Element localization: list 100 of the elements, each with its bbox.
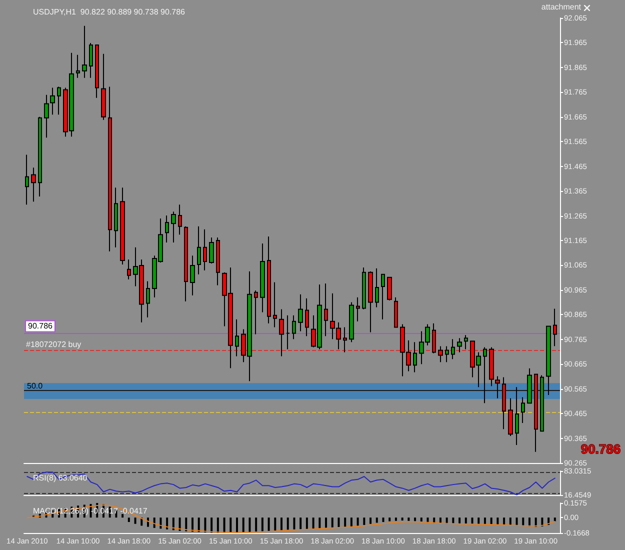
- candlestick: [349, 302, 354, 343]
- bar: [242, 518, 244, 532]
- bar: [134, 518, 136, 524]
- candlestick: [89, 42, 93, 78]
- bar: [471, 518, 474, 524]
- annotation: 50.0: [27, 382, 44, 391]
- bar: [318, 518, 321, 528]
- candlestick: [25, 154, 29, 206]
- line-series: [26, 504, 556, 534]
- bar: [464, 518, 467, 524]
- candlestick: [362, 266, 366, 310]
- bar: [554, 518, 556, 522]
- candlestick: [82, 25, 87, 78]
- candlestick: [171, 211, 176, 243]
- candlestick: [305, 298, 309, 337]
- bar: [274, 518, 276, 531]
- bar: [376, 518, 378, 523]
- bar: [306, 518, 308, 530]
- candlestick: [343, 326, 347, 353]
- bar: [300, 518, 302, 530]
- bar: [484, 518, 486, 524]
- candlestick: [267, 236, 271, 324]
- candlestick: [260, 242, 265, 313]
- candlestick: [216, 237, 220, 286]
- candlestick: [165, 215, 169, 243]
- candlestick: [546, 326, 551, 396]
- candlestick: [279, 308, 284, 357]
- candlestick: [451, 338, 455, 360]
- candlestick: [534, 374, 538, 452]
- candlestick: [483, 346, 487, 404]
- bar: [490, 518, 492, 525]
- candlestick: [114, 187, 118, 248]
- bar: [223, 518, 226, 533]
- bar: [191, 518, 194, 532]
- candlestick: [502, 376, 506, 430]
- bar: [160, 518, 162, 529]
- bar: [153, 518, 156, 528]
- bar: [261, 518, 264, 532]
- candlestick: [375, 268, 379, 308]
- bar: [236, 518, 238, 533]
- bar: [344, 518, 346, 527]
- candlestick: [540, 374, 544, 432]
- candlestick: [413, 342, 417, 373]
- candlestick: [57, 86, 61, 116]
- candlestick: [286, 314, 290, 350]
- bar: [516, 518, 518, 526]
- candlestick: [508, 398, 513, 437]
- candlestick: [273, 282, 277, 328]
- bar: [178, 518, 181, 531]
- candlestick: [457, 338, 462, 353]
- bar: [204, 518, 206, 532]
- candlestick: [120, 187, 125, 265]
- bar: [198, 518, 200, 532]
- bar: [356, 518, 359, 526]
- candlestick: [527, 368, 532, 404]
- bar: [325, 518, 328, 528]
- candlestick: [368, 270, 373, 333]
- candlestick: [515, 386, 519, 446]
- candlestick: [356, 296, 360, 322]
- ref-line-label: #18072072 buy: [26, 340, 82, 350]
- candlestick: [101, 53, 106, 120]
- candlestick: [95, 44, 99, 98]
- chart-title: RSI(8) 63.0640: [33, 474, 88, 482]
- bar: [312, 518, 314, 529]
- candlestick: [31, 167, 36, 202]
- candlestick: [495, 376, 500, 399]
- candlestick: [209, 237, 214, 264]
- text: 90.786: [580, 442, 621, 457]
- bar: [382, 518, 384, 522]
- candlestick: [127, 259, 131, 280]
- candlestick: [44, 94, 49, 138]
- bar: [128, 518, 130, 522]
- bar: [496, 518, 499, 525]
- candlestick: [254, 290, 258, 335]
- bar: [338, 518, 340, 528]
- candlestick: [394, 296, 398, 328]
- bar: [255, 518, 258, 532]
- candlestick: [108, 86, 112, 252]
- candlestick: [553, 308, 557, 347]
- bar: [401, 518, 404, 521]
- bar: [216, 518, 219, 533]
- bar: [370, 518, 372, 524]
- candlestick: [292, 314, 296, 340]
- bar: [363, 518, 366, 525]
- candlestick: [38, 116, 42, 197]
- candlestick: [387, 276, 392, 301]
- bar: [268, 518, 270, 531]
- bar: [210, 518, 213, 533]
- text: attachment: [541, 2, 582, 12]
- bar: [394, 518, 397, 521]
- candlestick: [76, 54, 80, 78]
- candlestick: [50, 87, 55, 116]
- bar: [166, 518, 168, 530]
- candlestick: [203, 228, 207, 271]
- bar: [172, 518, 174, 530]
- candlestick: [489, 346, 494, 387]
- bar: [280, 518, 283, 530]
- bar: [286, 518, 289, 530]
- candlestick: [381, 274, 385, 320]
- line-series: [26, 472, 556, 496]
